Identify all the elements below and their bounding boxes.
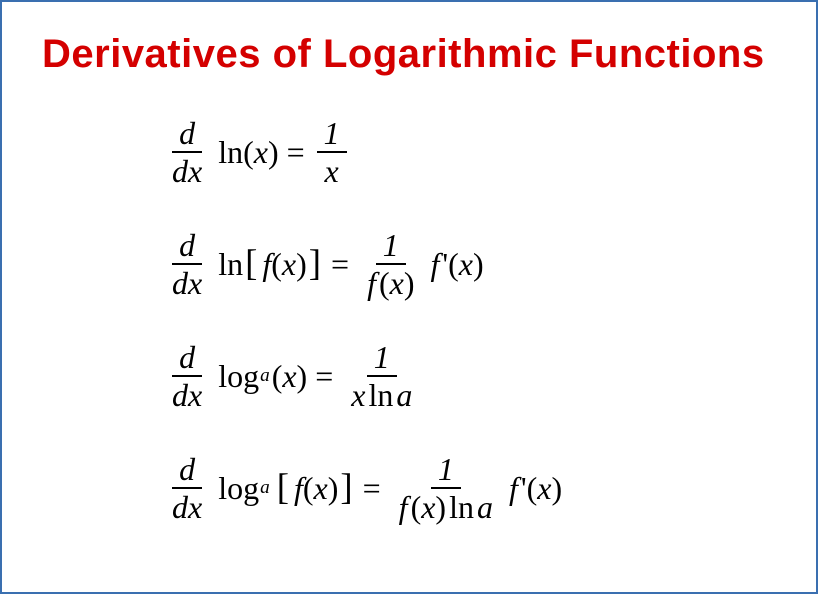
close-paren: ) [435,491,446,523]
log-base: a [260,366,270,385]
log-func: log [218,360,259,392]
variable-x: x [351,379,365,411]
ln-func: ln [218,248,243,280]
f-prime: f [509,472,518,504]
numerator: d [172,341,202,377]
close-paren: ) [404,267,415,299]
numerator: 1 [376,229,406,265]
open-paren: ( [272,360,283,392]
formula-row: d dx ln [ f ( x ) ] = 1 f ( x ) [162,219,776,309]
variable-x: x [282,360,296,392]
d-dx-operator: d dx [166,117,208,187]
denominator: dx [166,153,208,187]
fraction-one-over-fxlna: 1 f ( x ) ln a [393,453,499,523]
variable-x: x [254,136,268,168]
equals-sign: = [363,472,381,504]
equals-sign: = [287,136,305,168]
variable-x: x [390,267,404,299]
d-dx-operator: d dx [166,453,208,523]
open-bracket: [ [277,469,289,506]
denominator: dx [166,489,208,523]
open-paren: ( [411,491,422,523]
numerator: 1 [317,117,347,153]
close-paren: ) [296,248,307,280]
open-paren: ( [303,472,314,504]
variable-x: x [282,248,296,280]
f-func: f [294,472,303,504]
formula-row: d dx log a [ f ( x ) ] = 1 f ( x ) [162,443,776,533]
close-paren: ) [328,472,339,504]
slide-title: Derivatives of Logarithmic Functions [42,32,776,77]
denominator: dx [166,377,208,411]
log-base: a [260,478,270,497]
denominator: f ( x ) ln a [393,489,499,523]
open-paren: ( [379,267,390,299]
open-paren: ( [448,248,459,280]
d-dx-operator: d dx [166,341,208,411]
numerator: d [172,453,202,489]
numerator: 1 [367,341,397,377]
slide-container: Derivatives of Logarithmic Functions d d… [0,0,818,594]
formula-row: d dx log a ( x ) = 1 x ln a [162,331,776,421]
denominator: x [317,153,347,187]
variable-x: x [537,472,551,504]
fraction-one-over-x: 1 x [317,117,347,187]
numerator: 1 [431,453,461,489]
close-paren: ) [297,360,308,392]
close-bracket: ] [309,245,321,282]
denominator: f ( x ) [361,265,420,299]
numerator: d [172,229,202,265]
variable-a: a [396,379,412,411]
fraction-one-over-xlna: 1 x ln a [345,341,418,411]
f-func: f [262,248,271,280]
denominator: x ln a [345,377,418,411]
numerator: d [172,117,202,153]
denominator: dx [166,265,208,299]
f-prime: f [430,248,439,280]
open-paren: ( [527,472,538,504]
variable-a: a [477,491,493,523]
equals-sign: = [331,248,349,280]
close-paren: ) [551,472,562,504]
formula-list: d dx ln ( x ) = 1 x d dx ln [ f ( [42,107,776,533]
ln-func: ln [449,491,474,523]
log-func: log [218,472,259,504]
formula-row: d dx ln ( x ) = 1 x [162,107,776,197]
ln-func: ln [218,136,243,168]
f-func: f [399,491,408,523]
open-bracket: [ [245,245,257,282]
d-dx-operator: d dx [166,229,208,299]
close-paren: ) [268,136,279,168]
open-paren: ( [271,248,282,280]
variable-x: x [314,472,328,504]
equals-sign: = [315,360,333,392]
fraction-one-over-fx: 1 f ( x ) [361,229,420,299]
f-func: f [367,267,376,299]
close-bracket: ] [340,469,352,506]
ln-func: ln [368,379,393,411]
variable-x: x [459,248,473,280]
variable-x: x [421,491,435,523]
close-paren: ) [473,248,484,280]
open-paren: ( [243,136,254,168]
